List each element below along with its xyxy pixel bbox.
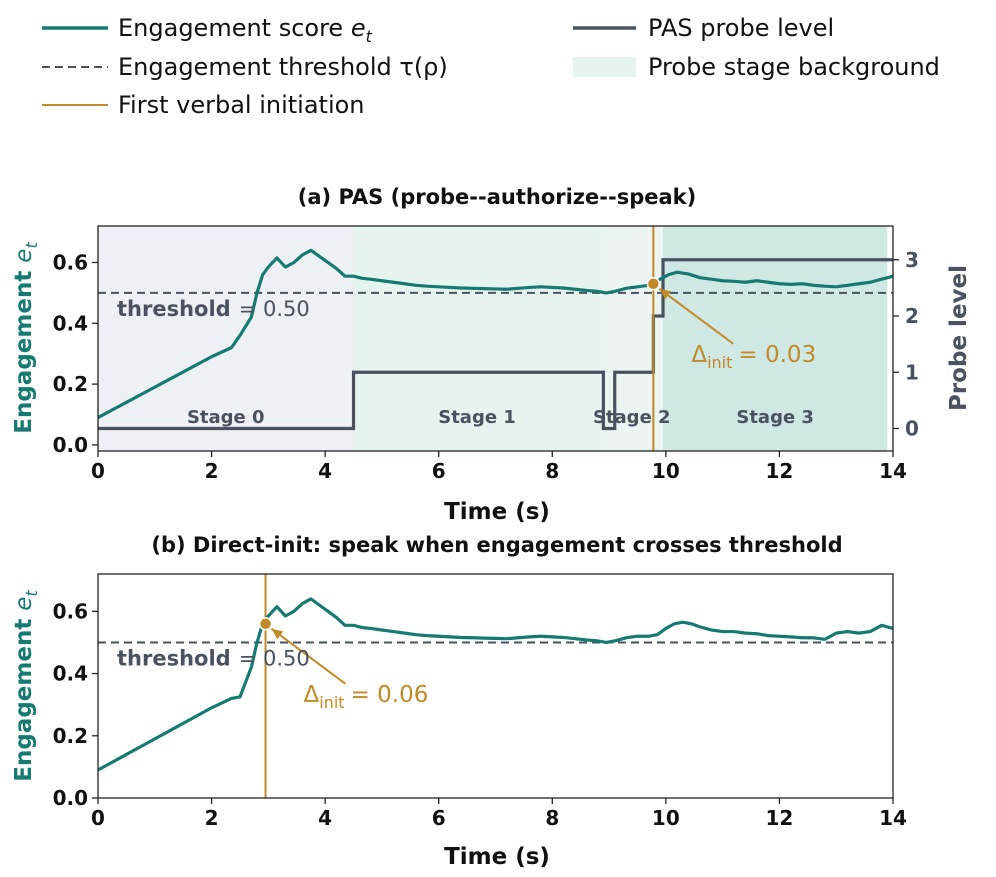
x-tick-label: 14: [879, 806, 907, 830]
legend: Engagement score et Engagement threshold…: [42, 14, 940, 119]
x-tick-label: 8: [545, 459, 559, 483]
panel-a-y-axis-label: Engagement et: [11, 242, 41, 434]
y-tick-label: 0.4: [53, 662, 88, 686]
x-tick-label: 0: [91, 459, 105, 483]
stage-label-1: Stage 1: [438, 407, 516, 428]
x-tick-label: 10: [652, 806, 680, 830]
stage-label-0: Stage 0: [187, 407, 265, 428]
x-tick-label: 6: [432, 806, 446, 830]
legend-engagement-label: Engagement score et: [118, 14, 373, 46]
x-tick-label: 2: [205, 806, 219, 830]
panel-a-title: (a) PAS (probe--authorize--speak): [298, 185, 696, 209]
y-tick-label: 0.0: [53, 786, 88, 810]
panel-a: (a) PAS (probe--authorize--speak) Stage …: [11, 185, 972, 525]
panel-b-delta-annotation: Δinit = 0.06: [304, 682, 429, 712]
y-tick-label: 0.2: [53, 372, 88, 396]
panel-a-annotation-arrow: [658, 287, 734, 345]
legend-threshold-label: Engagement threshold τ(ρ): [118, 53, 448, 81]
stage-background-1: [353, 226, 601, 451]
panel-b-annotation-arrowhead: [271, 628, 284, 640]
y-tick-label: 0.0: [53, 433, 88, 457]
legend-stage-swatch: [573, 57, 636, 77]
panel-a-delta-annotation: Δinit = 0.03: [691, 342, 816, 372]
x-tick-label: 2: [205, 459, 219, 483]
y-tick-label: 0.6: [53, 599, 88, 623]
x-tick-label: 4: [318, 459, 332, 483]
stage-background-0: [98, 226, 354, 451]
panel-a-right-axis-label: Probe level: [946, 265, 972, 411]
x-tick-label: 0: [91, 806, 105, 830]
right-tick-label: 3: [905, 248, 919, 272]
panel-a-x-ticks: 0 2 4 6 8 10 12 14: [91, 451, 907, 483]
panel-a-stage-labels: Stage 0 Stage 1 Stage 2 Stage 3: [187, 407, 814, 428]
right-tick-label: 2: [905, 304, 919, 328]
panel-b-threshold-label: threshold = 0.50: [117, 646, 310, 670]
x-tick-label: 12: [766, 459, 794, 483]
panel-b-annotation-arrow: [270, 627, 347, 685]
panel-b-y-ticks: 0.0 0.2 0.4 0.6: [53, 599, 98, 810]
panel-b-axes-frame: [97, 573, 894, 799]
panel-a-probe-level-line: [98, 258, 893, 431]
panel-a-y-ticks: 0.0 0.2 0.4 0.6: [53, 250, 98, 457]
panel-b: (b) Direct-init: speak when engagement c…: [11, 533, 907, 870]
panel-b-title: (b) Direct-init: speak when engagement c…: [151, 533, 842, 557]
x-tick-label: 4: [318, 806, 332, 830]
panel-a-engagement-line: [97, 248, 894, 419]
y-tick-label: 0.4: [53, 311, 88, 335]
panel-b-x-ticks: 0 2 4 6 8 10 12 14: [91, 798, 907, 830]
right-tick-label: 0: [905, 417, 919, 441]
x-tick-label: 8: [545, 806, 559, 830]
x-tick-label: 12: [766, 806, 794, 830]
legend-stage-label: Probe stage background: [648, 53, 940, 81]
panel-a-x-axis-label: Time (s): [444, 499, 550, 525]
stage-label-3: Stage 3: [736, 407, 814, 428]
y-tick-label: 0.6: [53, 250, 88, 274]
panel-a-annotation-arrowhead: [659, 288, 672, 300]
panel-a-right-ticks: 0 1 2 3: [893, 248, 919, 441]
panel-a-initiation-marker: [646, 277, 661, 291]
x-tick-label: 10: [652, 459, 680, 483]
panel-b-y-axis-label: Engagement et: [11, 590, 41, 782]
x-tick-label: 6: [432, 459, 446, 483]
panel-b-initiation-marker: [258, 617, 273, 631]
x-tick-label: 14: [879, 459, 907, 483]
legend-initiation-label: First verbal initiation: [118, 91, 365, 119]
panel-a-threshold-label: threshold = 0.50: [117, 297, 310, 321]
panel-a-axes-frame: [97, 225, 894, 452]
legend-probe-label: PAS probe level: [648, 14, 834, 42]
y-tick-label: 0.2: [53, 724, 88, 748]
right-tick-label: 1: [905, 360, 919, 384]
panel-b-x-axis-label: Time (s): [444, 844, 550, 870]
stage-label-2: Stage 2: [593, 407, 671, 428]
stage-background-3: [663, 226, 888, 451]
panel-b-engagement-line: [97, 597, 894, 772]
